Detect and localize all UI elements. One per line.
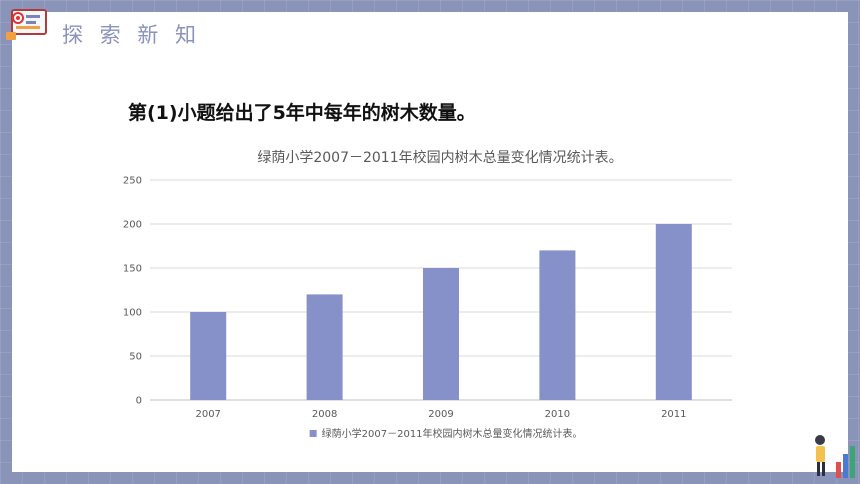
question-text: 第(1)小题给出了5年中每年的树木数量。 (128, 102, 476, 124)
chart-title: 绿荫小学2007－2011年校园内树木总量变化情况统计表。 (257, 150, 623, 166)
y-tick-label: 50 (129, 352, 142, 363)
x-tick-label: 2008 (312, 409, 337, 420)
y-tick-label: 200 (123, 220, 142, 231)
bar (190, 312, 227, 400)
x-tick-label: 2009 (428, 409, 453, 420)
x-tick-label: 2010 (545, 409, 570, 420)
x-tick-label: 2007 (195, 409, 220, 420)
y-tick-label: 150 (123, 264, 142, 275)
person-with-chart-icon (815, 435, 855, 478)
bar (306, 294, 343, 400)
legend-label: 绿荫小学2007－2011年校园内树木总量变化情况统计表。 (322, 427, 583, 440)
section-title: 探 索 新 知 (62, 23, 202, 47)
bar (423, 268, 459, 400)
bar (655, 224, 692, 400)
y-tick-label: 250 (123, 176, 142, 187)
bar (539, 250, 576, 400)
y-tick-label: 100 (123, 308, 142, 319)
legend-swatch (309, 430, 317, 437)
y-tick-label: 0 (136, 396, 142, 407)
x-tick-label: 2011 (661, 409, 686, 420)
presentation-board-icon (6, 9, 47, 40)
